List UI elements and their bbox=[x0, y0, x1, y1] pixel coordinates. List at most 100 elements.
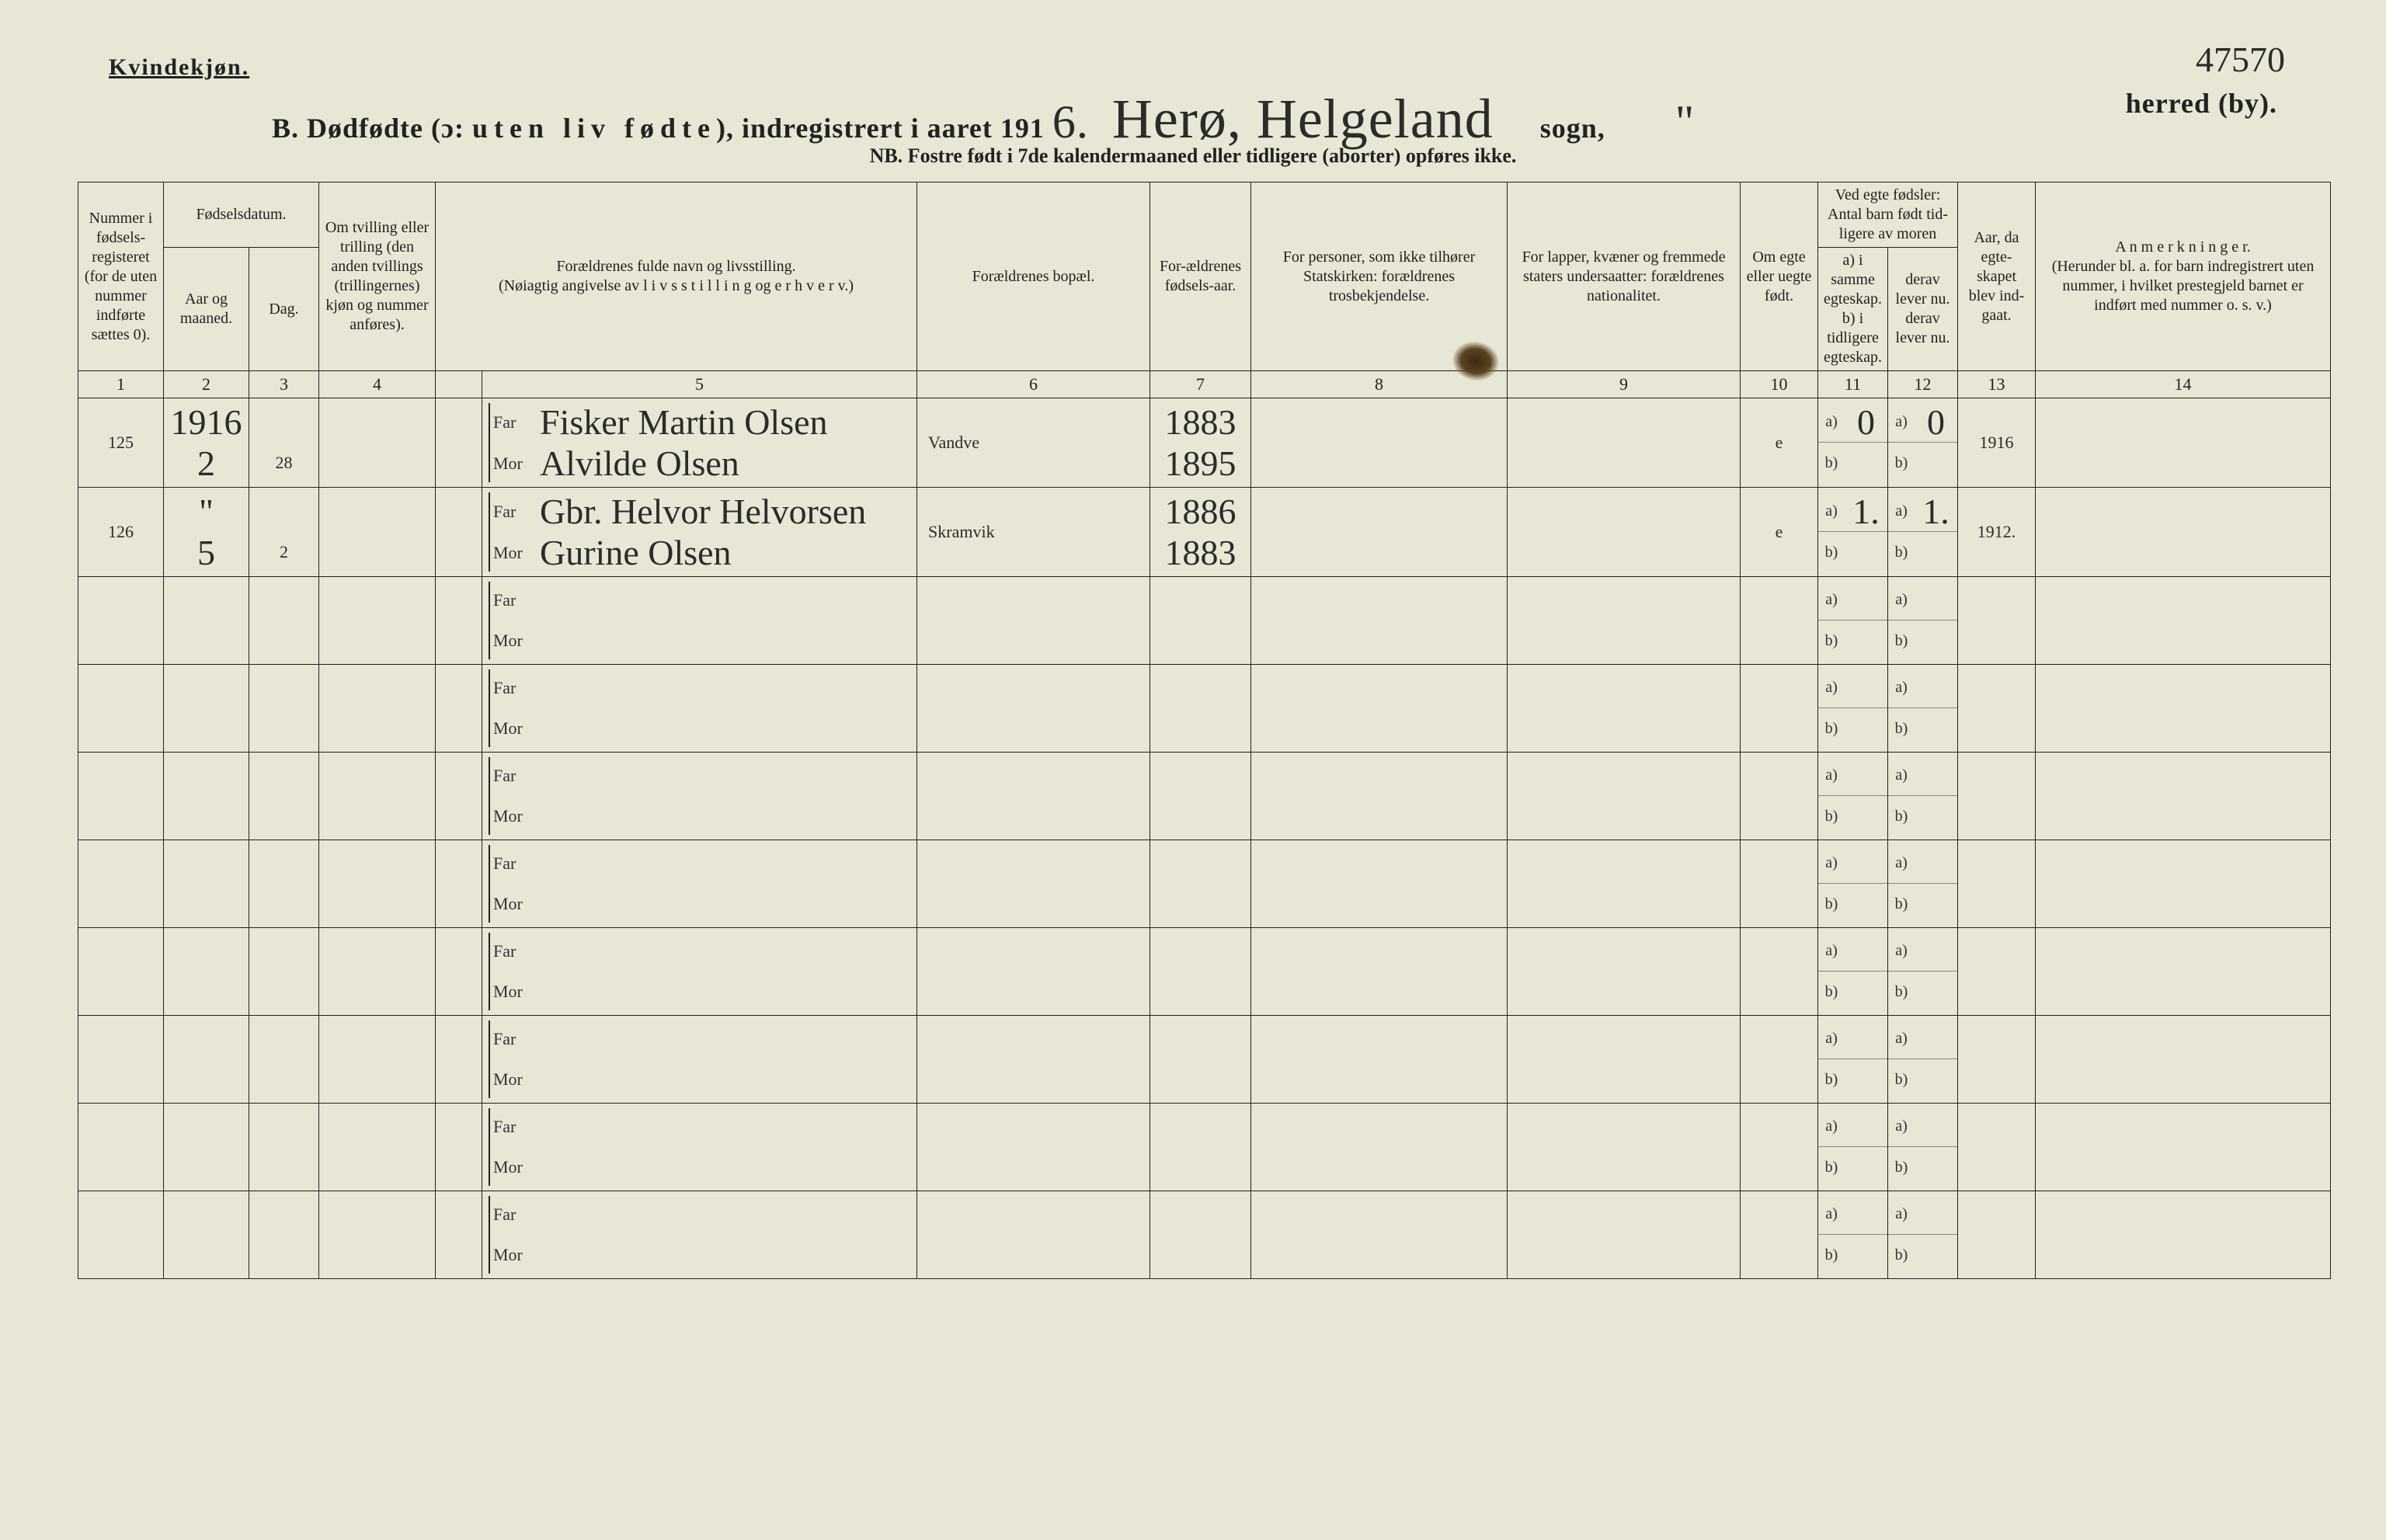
parent-names-cell: Far Mor bbox=[482, 1104, 917, 1191]
twin-cell bbox=[319, 753, 436, 840]
children-count-cell: a) b) bbox=[1818, 665, 1888, 753]
label-mor: Mor bbox=[493, 543, 540, 563]
entry-number bbox=[78, 1191, 164, 1279]
remarks-cell bbox=[2036, 1104, 2331, 1191]
column-number: 1 bbox=[78, 371, 164, 398]
remarks-cell bbox=[2036, 753, 2331, 840]
parent-names-cell: Far Mor bbox=[482, 840, 917, 928]
parent-birthyears-cell bbox=[1150, 1104, 1251, 1191]
label-far: Far bbox=[493, 1029, 540, 1049]
column-number: 6 bbox=[917, 371, 1150, 398]
title-mid: ), indregistrert i aaret 191 bbox=[716, 113, 1045, 144]
col-1-header: Nummer i fødsels-registeret (for de uten… bbox=[78, 183, 164, 371]
nationality-cell bbox=[1508, 753, 1741, 840]
column-number: 5 bbox=[482, 371, 917, 398]
col-4-header: Om tvilling eller trilling (den anden tv… bbox=[319, 183, 436, 371]
gender-heading: Kvindekjøn. bbox=[109, 54, 2308, 81]
entry-number bbox=[78, 1104, 164, 1191]
col-2b-header: Dag. bbox=[249, 248, 319, 371]
parent-birthyears-cell bbox=[1150, 1191, 1251, 1279]
children-count-cell: a) b) bbox=[1818, 1191, 1888, 1279]
col-2-header-top: Fødselsdatum. bbox=[164, 183, 319, 248]
label-far: Far bbox=[493, 590, 540, 610]
twin-cell bbox=[319, 488, 436, 577]
label-mor: Mor bbox=[493, 718, 540, 739]
day-cell bbox=[249, 840, 319, 928]
parent-birthyears-cell bbox=[1150, 753, 1251, 840]
col-9-header: For lapper, kvæner og fremmede staters u… bbox=[1508, 183, 1741, 371]
day-cell bbox=[249, 753, 319, 840]
entry-number: 125 bbox=[78, 398, 164, 488]
column-number: 7 bbox=[1150, 371, 1251, 398]
children-count-cell: a) b) bbox=[1818, 1016, 1888, 1104]
faith-cell bbox=[1251, 1104, 1508, 1191]
marriage-year-cell bbox=[1958, 1104, 2036, 1191]
faith-cell bbox=[1251, 1016, 1508, 1104]
year-month-cell bbox=[164, 1191, 249, 1279]
label-herred: herred (by). bbox=[2126, 87, 2277, 120]
mother-name: Alvilde Olsen bbox=[540, 443, 912, 484]
nationality-cell bbox=[1508, 928, 1741, 1016]
col-7-header: For-ældrenes fødsels-aar. bbox=[1150, 183, 1251, 371]
col-2a-header: Aar og maaned. bbox=[164, 248, 249, 371]
label-mor: Mor bbox=[493, 894, 540, 914]
parent-birthyears-cell: 1883 1895 bbox=[1150, 398, 1251, 488]
legitimacy-cell bbox=[1741, 1191, 1818, 1279]
nationality-cell bbox=[1508, 665, 1741, 753]
parent-names-cell: Far Mor bbox=[482, 665, 917, 753]
residence-cell bbox=[917, 577, 1150, 665]
year-month-cell bbox=[164, 665, 249, 753]
faith-cell bbox=[1251, 1191, 1508, 1279]
label-mor: Mor bbox=[493, 982, 540, 1002]
column-number: 9 bbox=[1508, 371, 1741, 398]
c12b-text: derav lever nu. bbox=[1896, 310, 1950, 346]
faith-cell bbox=[1251, 665, 1508, 753]
children-count-cell: a) b) bbox=[1818, 928, 1888, 1016]
col-13-header: Aar, da egte-skapet blev ind-gaat. bbox=[1958, 183, 2036, 371]
legitimacy-cell bbox=[1741, 753, 1818, 840]
parent-birthyears-cell bbox=[1150, 840, 1251, 928]
children-count-cell: a)0 b) bbox=[1818, 398, 1888, 488]
legitimacy-cell bbox=[1741, 1016, 1818, 1104]
marriage-year-cell: 1916 bbox=[1958, 398, 2036, 488]
entry-number bbox=[78, 1016, 164, 1104]
remarks-cell bbox=[2036, 1191, 2331, 1279]
column-number: 13 bbox=[1958, 371, 2036, 398]
column-number: 10 bbox=[1741, 371, 1818, 398]
year-handwritten: 6. bbox=[1052, 96, 1089, 149]
label-far: Far bbox=[493, 766, 540, 786]
entry-number bbox=[78, 840, 164, 928]
nationality-cell bbox=[1508, 398, 1741, 488]
entry-number bbox=[78, 577, 164, 665]
nationality-cell bbox=[1508, 1104, 1741, 1191]
year-month-cell bbox=[164, 577, 249, 665]
residence-cell: Vandve bbox=[917, 398, 1150, 488]
label-mor: Mor bbox=[493, 806, 540, 826]
entry-number bbox=[78, 665, 164, 753]
remarks-cell bbox=[2036, 1016, 2331, 1104]
marriage-year-cell: 1912. bbox=[1958, 488, 2036, 577]
marriage-year-cell bbox=[1958, 577, 2036, 665]
nationality-cell bbox=[1508, 1191, 1741, 1279]
twin-cell bbox=[319, 665, 436, 753]
parent-birthyears-cell bbox=[1150, 928, 1251, 1016]
legitimacy-cell bbox=[1741, 1104, 1818, 1191]
remarks-cell bbox=[2036, 665, 2331, 753]
label-far: Far bbox=[493, 502, 540, 522]
day-cell bbox=[249, 1191, 319, 1279]
residence-cell bbox=[917, 928, 1150, 1016]
column-number: 3 bbox=[249, 371, 319, 398]
residence-cell bbox=[917, 1191, 1150, 1279]
label-mor: Mor bbox=[493, 631, 540, 651]
label-mor: Mor bbox=[493, 1157, 540, 1177]
father-name: Gbr. Helvor Helvorsen bbox=[540, 491, 912, 532]
farmor-gutter bbox=[436, 840, 482, 928]
marriage-year-cell bbox=[1958, 1016, 2036, 1104]
register-entry: Far Mor a) b) a) b) bbox=[78, 577, 2331, 665]
parent-birthyears-cell bbox=[1150, 665, 1251, 753]
col-11-header-top: Ved egte fødsler: Antal barn født tid-li… bbox=[1818, 183, 1958, 248]
entry-number bbox=[78, 928, 164, 1016]
twin-cell bbox=[319, 577, 436, 665]
children-count-cell: a) b) bbox=[1888, 1191, 1958, 1279]
title-spaced: uten liv fødte bbox=[472, 113, 716, 144]
